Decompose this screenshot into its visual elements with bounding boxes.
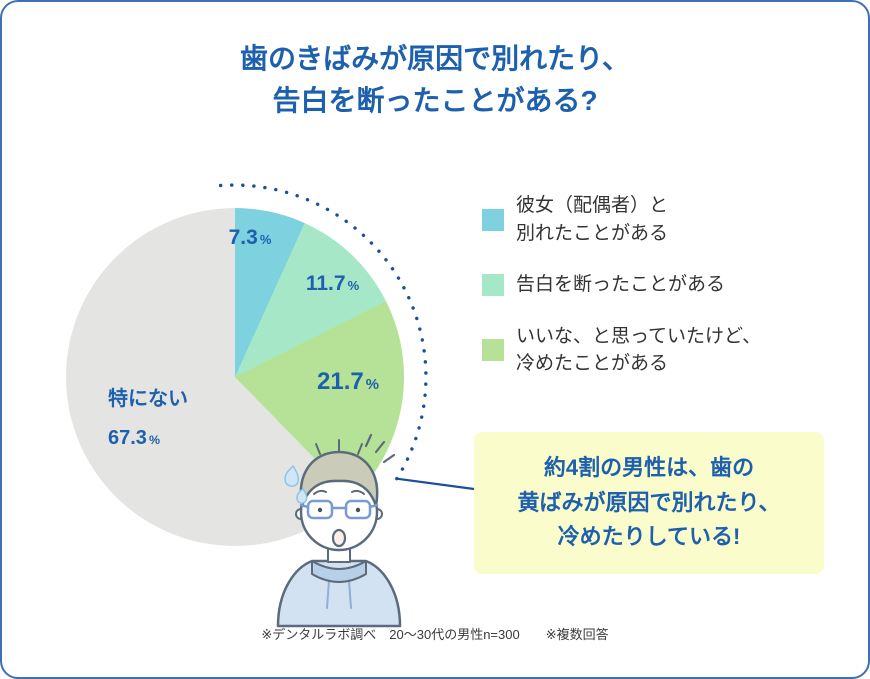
legend-label-rejected: 告白を断ったことがある [516,274,726,296]
legend-item-cooled: いいな、と思っていたけど、 冷めたことがある [482,323,761,378]
percent-sign: % [259,232,272,247]
man-eye-right [355,507,361,513]
callout-text: 約4割の男性は、歯の 黄ばみが原因で別れたり、 冷めたりしている! [517,451,780,555]
man-neck [327,541,351,563]
glasses-right-lens [344,499,372,520]
pie-label-breakup: 7.3% [208,226,292,250]
footnote: ※デンタルラボ調べ 20〜30代の男性n=300 ※複数回答 [261,627,609,642]
legend-label-breakup: 彼女（配偶者）と 別れたことがある [516,195,669,244]
man-mouth [331,528,347,548]
percent-sign: % [148,433,160,447]
title-line-2: 告白を断ったことがある? [272,85,598,116]
legend-swatch-cooled [482,339,504,362]
pie-label-none-value: 67.3% [108,427,160,449]
pie-value-rejected: 11.7 [305,272,346,295]
pie-label-none-text: 特にない [108,388,188,410]
legend-swatch-rejected [482,273,504,296]
callout-line-3: 冷めたりしている! [557,524,741,550]
legend-item-breakup: 彼女（配偶者）と 別れたことがある [482,192,761,247]
legend-label-cooled: いいな、と思っていたけど、 冷めたことがある [516,325,762,375]
legend-swatch-breakup [482,208,504,231]
callout-line-2: 黄ばみが原因で別れたり、 [517,489,781,515]
pie-label-cooled: 21.7% [294,368,402,396]
man-ear-right [371,508,383,520]
pie-label-rejected: 11.7% [285,272,380,296]
callout-line-1: 約4割の男性は、歯の [543,454,755,480]
callout-connector-line [396,477,475,491]
hoodie-strings [326,579,352,609]
man-body [276,559,402,628]
legend: 彼女（配偶者）と 別れたことがある 告白を断ったことがある いいな、と思っていた… [482,192,761,378]
percent-sign: % [347,278,360,293]
page-title: 歯のきばみが原因で別れたり、 告白を断ったことがある? [2,38,868,122]
man-collar [311,560,367,583]
callout-box: 約4割の男性は、歯の 黄ばみが原因で別れたり、 冷めたりしている! [474,432,824,574]
title-line-1: 歯のきばみが原因で別れたり、 [239,43,631,74]
pie-value-cooled: 21.7 [317,368,364,395]
pie-label-none: 特にない 67.3% [108,380,188,458]
legend-item-rejected: 告白を断ったことがある [482,271,761,299]
pie-value-breakup: 7.3 [228,226,258,249]
percent-sign: % [365,377,379,393]
